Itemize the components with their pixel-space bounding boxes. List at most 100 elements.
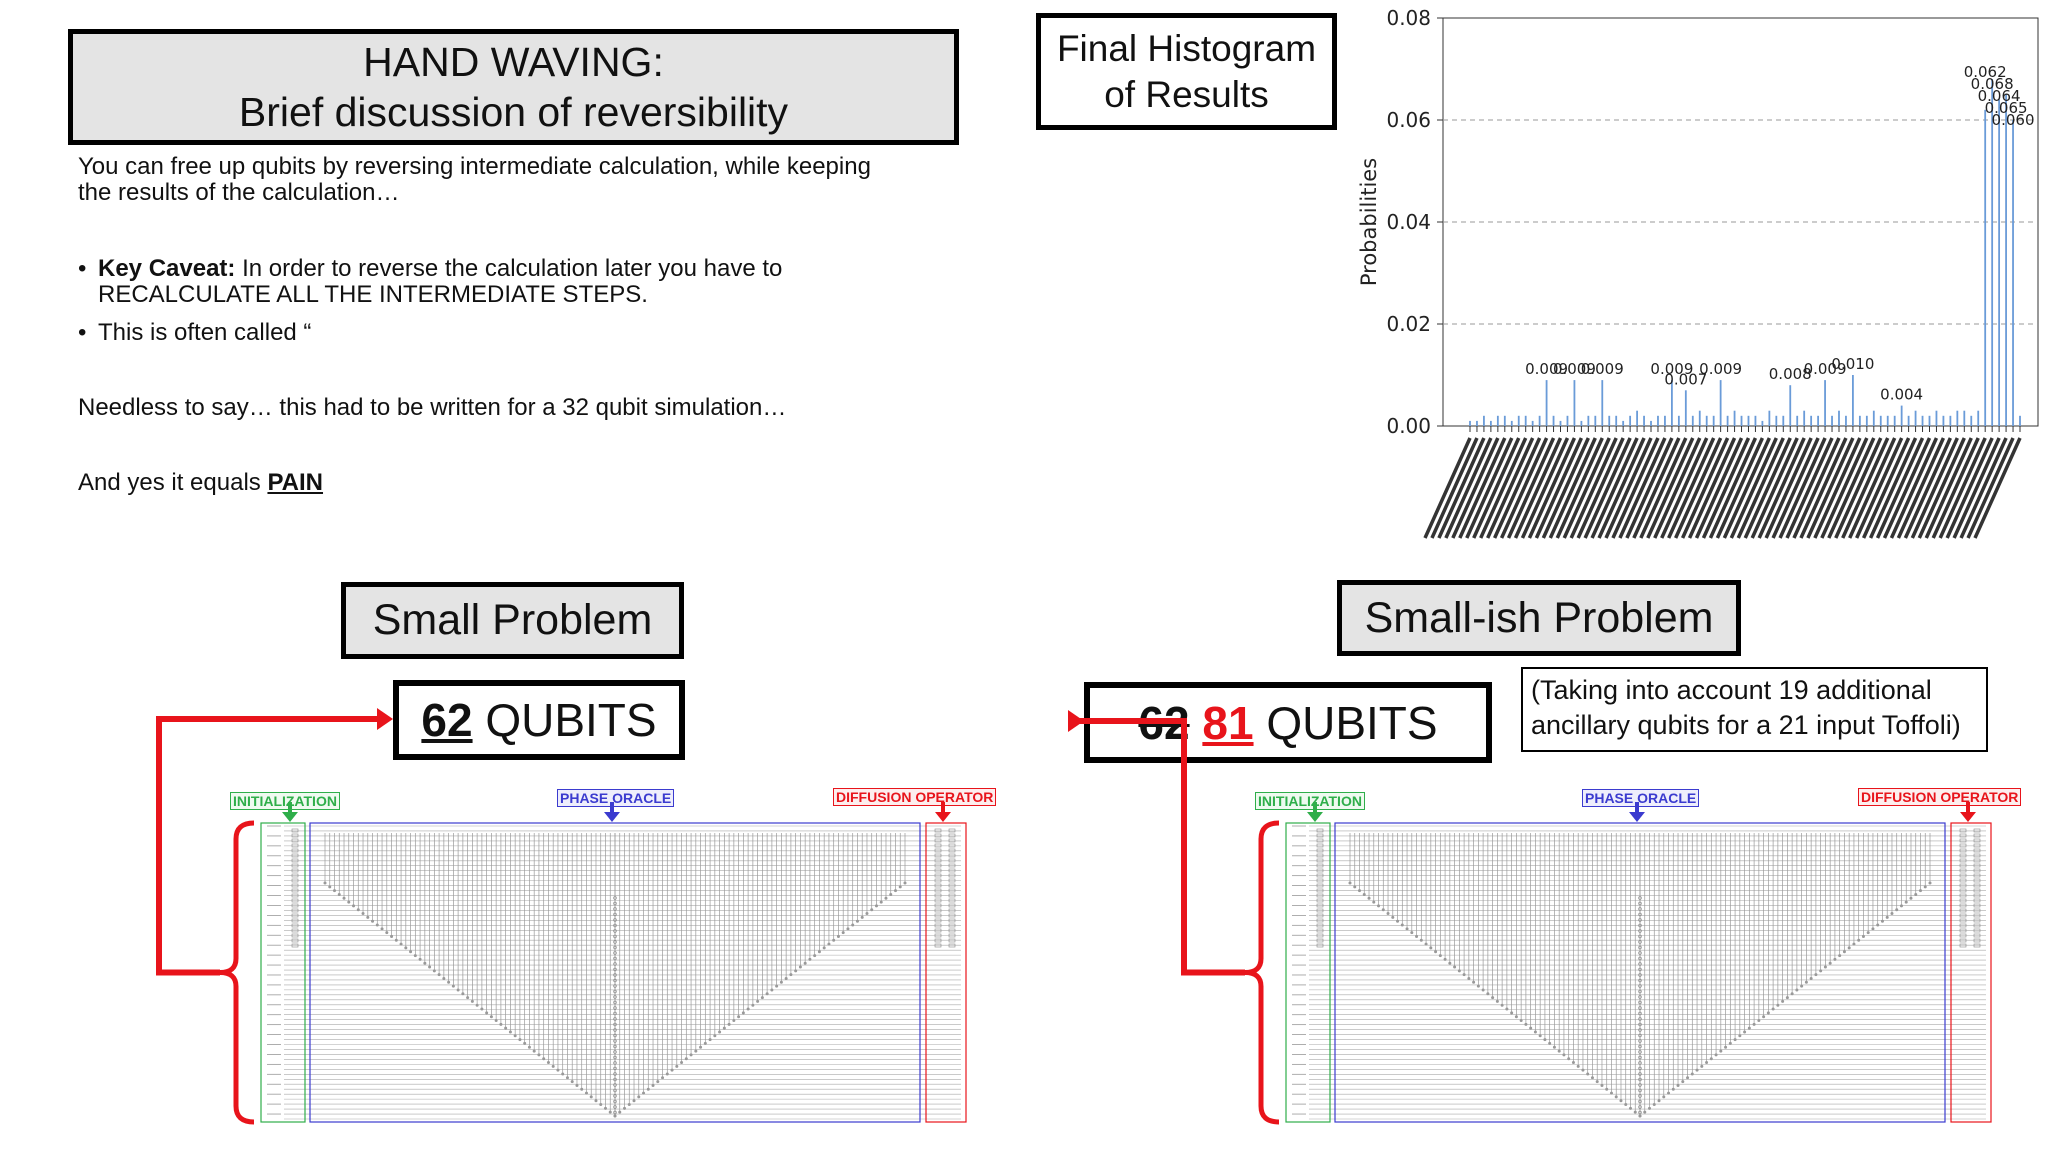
x-tick-label [1430,437,1479,539]
x-tick-label [1715,437,1765,539]
oracle-gate [613,1072,617,1076]
x-tick-label [1590,437,1639,539]
hist-bar [2019,415,2021,426]
target-node [1652,1103,1656,1107]
target-node [646,1087,650,1091]
target-node [570,1080,574,1084]
h-gate [1316,943,1324,948]
diffusion-arrow-head [1960,812,1976,822]
target-node [603,1106,607,1110]
caveat-rest1: In order to reverse the calculation late… [235,255,783,282]
hist-bar [1963,410,1966,426]
target-node [1415,934,1419,938]
hist-bar [1921,415,1924,426]
data-label: 0.009 [1650,360,1693,378]
x-tick-label [1924,437,1973,539]
oracle-gate [613,945,617,950]
diffusion-gate [1973,833,1981,838]
hist-bar [1803,410,1806,426]
oracle-gate [1638,1099,1642,1104]
oracle-gate [613,901,617,906]
h-gate [291,933,299,938]
hist-bar [1747,415,1750,426]
diffusion-gate [948,878,956,883]
x-tick-label [1583,437,1632,539]
h-gate [291,868,299,873]
hist-bar [1573,380,1576,426]
oracle-gate [613,1022,617,1027]
h-gate [1316,848,1324,853]
diffusion-gate [1973,913,1981,918]
hist-bar [1740,415,1743,426]
diffusion-gate [1973,943,1981,948]
oracle-gate [613,929,617,933]
target-node [1362,892,1366,896]
target-node [1890,912,1894,916]
target-node [1424,942,1428,946]
qubits-81-box: 62 81 QUBITS [1084,682,1492,763]
diffusion-gate [934,883,942,888]
target-node [1628,1106,1632,1110]
target-node [1367,896,1371,900]
intro-line2: the results of the calculation… [78,179,400,206]
target-node [1833,957,1837,961]
target-node [822,946,826,950]
diffusion-gate [948,918,956,923]
h-gate [291,903,299,908]
hist-bar [1698,410,1701,426]
oracle-gate [1638,1000,1642,1005]
oracle-gate [613,995,617,999]
needless-text: Needless to say… this had to be written … [78,394,787,421]
x-tick-label [1959,437,2008,539]
oracle-gate [613,1050,617,1054]
x-tick-label [1444,437,1493,539]
target-node [1719,1049,1723,1053]
x-tick-label [1701,437,1751,539]
hist-bar [1670,380,1673,426]
target-node [594,1099,598,1103]
diffusion-gate [948,868,956,873]
target-node [466,996,470,1000]
target-node [1429,946,1433,950]
h-gate [291,853,299,858]
target-node [1609,1091,1613,1095]
x-tick-label [1882,437,1932,539]
target-node [1909,896,1913,900]
x-tick-label [1437,437,1486,539]
diffusion-gate [1959,858,1967,863]
diffusion-gate [934,903,942,908]
hist-bar [1566,415,1569,426]
h-gate [291,878,299,883]
target-node [627,1103,631,1107]
hist-bar [1831,415,1833,426]
x-tick-label [1792,437,1841,539]
target-node [1476,984,1480,988]
label-initialization-right: INITIALIZATION [1255,792,1365,810]
oracle-gate [1638,934,1642,939]
target-node [860,915,864,919]
target-node [494,1019,498,1023]
target-node [1709,1057,1713,1061]
diffusion-gate [1959,898,1967,903]
target-node [765,992,769,996]
connector-arrowhead [377,708,393,730]
target-node [542,1057,546,1061]
target-node [889,892,893,896]
hist-bar [1496,415,1499,426]
target-node [1586,1072,1590,1076]
hist-bar [1483,415,1485,426]
oracle-gate [1638,995,1642,999]
target-node [537,1053,541,1057]
diffusion-gate [934,863,942,868]
target-node [1453,965,1457,969]
target-node [623,1106,627,1110]
target-node [1619,1099,1623,1103]
initialization-arrow-head [282,812,298,822]
target-node [1781,999,1785,1003]
x-tick-label [1848,437,1897,539]
oracle-gate [613,1083,617,1087]
target-node [394,938,398,942]
oracle-gate [1638,907,1642,911]
oracle-gate [1638,967,1642,972]
hist-bar [1510,420,1513,426]
